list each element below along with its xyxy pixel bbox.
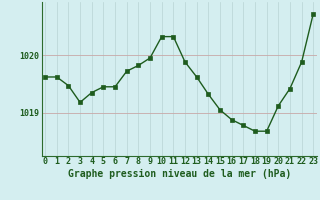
- X-axis label: Graphe pression niveau de la mer (hPa): Graphe pression niveau de la mer (hPa): [68, 169, 291, 179]
